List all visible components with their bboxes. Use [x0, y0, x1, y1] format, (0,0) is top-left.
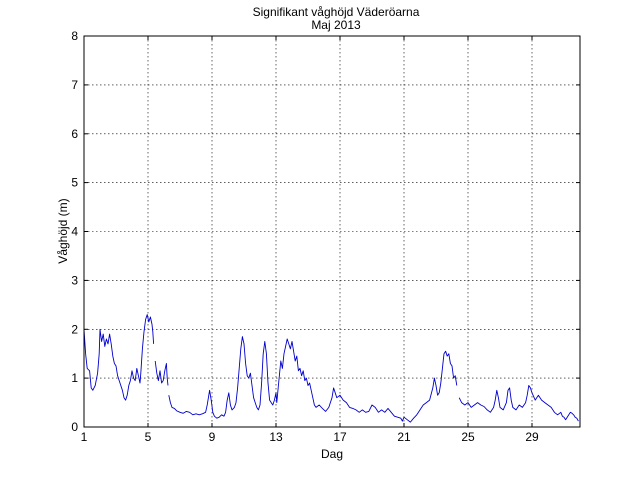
x-axis-label: Dag [321, 447, 343, 461]
wave-height-line [83, 314, 155, 401]
wave-height-line [458, 385, 579, 422]
y-tick-label: 0 [71, 420, 78, 434]
data-series [83, 314, 579, 423]
x-tick-label: 17 [333, 430, 347, 444]
y-tick-label: 3 [71, 273, 78, 287]
y-tick-label: 7 [71, 78, 78, 92]
wave-height-line [168, 336, 458, 423]
y-tick-label: 6 [71, 127, 78, 141]
x-tick-label: 29 [525, 430, 539, 444]
y-axis-label: Våghöjd (m) [56, 198, 70, 263]
y-tick-label: 4 [71, 225, 78, 239]
x-tick-label: 25 [461, 430, 475, 444]
x-tick-label: 5 [145, 430, 152, 444]
x-tick-label: 1 [81, 430, 88, 444]
chart-title: Signifikant våghöjd Väderöarna [253, 5, 420, 19]
y-tick-label: 2 [71, 322, 78, 336]
x-tick-label: 9 [209, 430, 216, 444]
x-tick-label: 21 [397, 430, 411, 444]
wave-height-line [154, 360, 169, 386]
x-tick-label: 13 [269, 430, 283, 444]
y-tick-label: 8 [71, 29, 78, 43]
chart-subtitle: Maj 2013 [311, 18, 361, 32]
y-tick-label: 5 [71, 176, 78, 190]
y-tick-label: 1 [71, 371, 78, 385]
